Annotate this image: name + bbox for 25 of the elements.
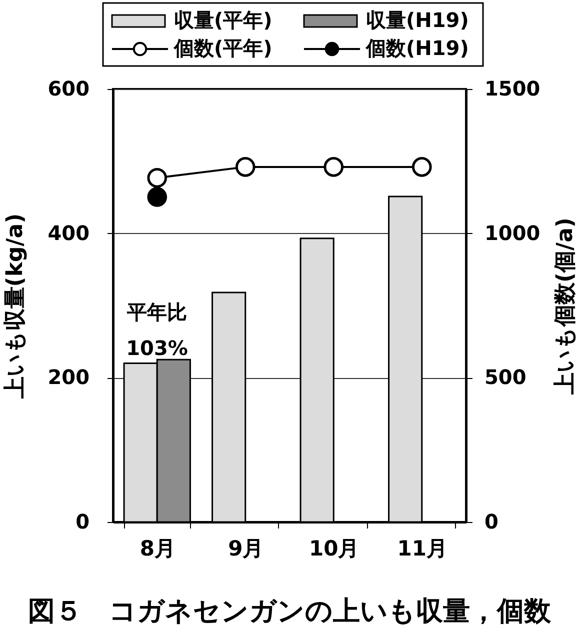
point — [412, 157, 432, 177]
y-tick-label: 200 — [48, 365, 90, 390]
y2-tick-label: 500 — [484, 365, 526, 390]
point — [324, 157, 344, 177]
y-axis-title: 上いも収量(kg/a) — [2, 213, 28, 400]
legend-label: 収量(平年) — [174, 8, 272, 32]
y2-tick-label: 1000 — [484, 220, 540, 245]
y-tick-label: 0 — [76, 510, 90, 534]
point — [147, 168, 168, 188]
x-tick-label: 11月 — [397, 536, 448, 560]
text: 図５ コガネセンガンの上いも収量，個数 — [28, 596, 552, 627]
legend-label: 個数(H19) — [365, 36, 469, 60]
y-tick-label: 600 — [48, 76, 90, 100]
legend-label: 個数(平年) — [173, 36, 272, 60]
x-tick-label: 9月 — [228, 536, 264, 560]
annotation: 平年比 103% — [126, 300, 188, 360]
y-tick-label: 400 — [48, 220, 90, 245]
point — [147, 187, 168, 207]
point — [235, 157, 256, 177]
y2-tick-label: 1500 — [484, 76, 540, 100]
y2-axis-title: 上いも個数(個/a) — [553, 218, 578, 396]
y2-tick-label: 0 — [484, 510, 498, 534]
x-tick-label: 10月 — [309, 536, 360, 560]
x-tick-label: 8月 — [140, 536, 176, 560]
legend-label: 収量(H19) — [366, 8, 469, 32]
